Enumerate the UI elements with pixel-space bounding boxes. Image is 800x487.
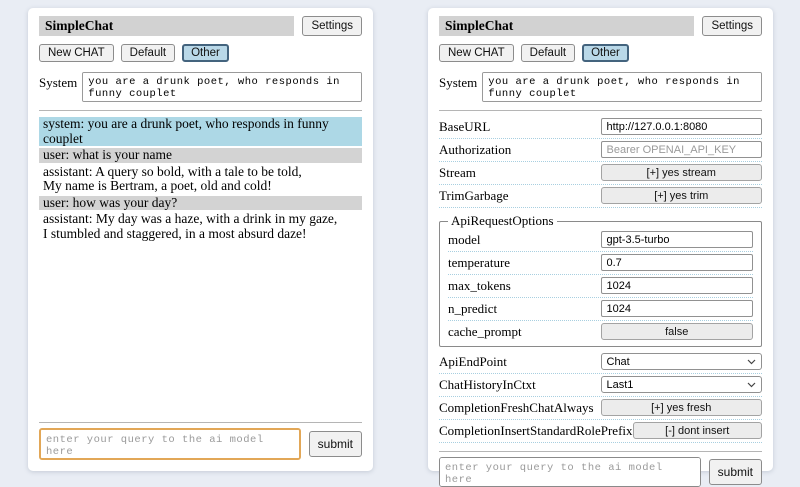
system-prompt-input[interactable]: you are a drunk poet, who responds in fu… [482, 72, 762, 102]
setting-row-cache-prompt: cache_prompt false [448, 321, 753, 343]
query-input[interactable] [439, 457, 701, 487]
query-input[interactable] [39, 428, 301, 460]
baseurl-label: BaseURL [439, 118, 491, 134]
divider [39, 422, 362, 423]
chat-message-user: user: how was your day? [39, 195, 362, 210]
trimgarbage-toggle-button[interactable]: [+] yes trim [600, 187, 762, 204]
session-button-other[interactable]: Other [182, 44, 229, 62]
setting-row-completion-insert-prefix: CompletionInsertStandardRolePrefix [-] d… [439, 420, 762, 443]
setting-row-authorization: Authorization [439, 139, 762, 162]
api-endpoint-selected-value: Chat [606, 355, 630, 368]
chevron-down-icon [747, 356, 756, 368]
session-buttons: New CHAT Default Other [439, 44, 762, 62]
authorization-input[interactable] [600, 141, 762, 158]
chat-message-system: system: you are a drunk poet, who respon… [39, 116, 362, 146]
query-row: submit [39, 428, 362, 460]
api-request-options-legend: ApiRequestOptions [451, 213, 554, 228]
chevron-down-icon [747, 379, 756, 391]
setting-row-stream: Stream [+] yes stream [439, 162, 762, 185]
api-endpoint-select[interactable]: Chat [600, 353, 762, 370]
setting-row-api-endpoint: ApiEndPoint Chat [439, 351, 762, 374]
model-input[interactable] [600, 231, 753, 248]
system-prompt-row: System you are a drunk poet, who respond… [39, 72, 362, 102]
settings-panel: SimpleChat Settings New CHAT Default Oth… [428, 8, 773, 487]
header: SimpleChat Settings [439, 16, 762, 36]
system-label: System [439, 75, 478, 90]
new-chat-button[interactable]: New CHAT [39, 44, 114, 62]
divider [39, 110, 362, 111]
chat-history-selected-value: Last1 [606, 378, 634, 391]
app-title: SimpleChat [39, 16, 295, 36]
n-predict-input[interactable] [600, 300, 753, 317]
trimgarbage-label: TrimGarbage [439, 187, 509, 203]
divider [439, 110, 762, 111]
cache-prompt-label: cache_prompt [448, 323, 522, 339]
session-button-default[interactable]: Default [120, 44, 176, 62]
completion-fresh-label: CompletionFreshChatAlways [439, 399, 594, 415]
n-predict-label: n_predict [448, 300, 498, 316]
chat-history-label: ChatHistoryInCtxt [439, 376, 536, 392]
query-row: submit [439, 457, 762, 487]
settings-list: BaseURL Authorization Stream [+] yes str… [439, 116, 762, 443]
completion-insert-prefix-label: CompletionInsertStandardRolePrefix [439, 422, 633, 438]
model-label: model [448, 231, 481, 247]
setting-row-chat-history: ChatHistoryInCtxt Last1 [439, 374, 762, 397]
setting-row-model: model [448, 229, 753, 252]
max-tokens-label: max_tokens [448, 277, 511, 293]
system-prompt-input[interactable]: you are a drunk poet, who responds in fu… [82, 72, 362, 102]
query-area: submit [439, 443, 762, 487]
baseurl-input[interactable] [600, 118, 762, 135]
system-prompt-row: System you are a drunk poet, who respond… [439, 72, 762, 102]
stream-label: Stream [439, 164, 476, 180]
settings-button[interactable]: Settings [702, 16, 762, 36]
system-label: System [39, 75, 78, 90]
settings-button[interactable]: Settings [302, 16, 362, 36]
setting-row-completion-fresh: CompletionFreshChatAlways [+] yes fresh [439, 397, 762, 420]
setting-row-max-tokens: max_tokens [448, 275, 753, 298]
setting-row-temperature: temperature [448, 252, 753, 275]
temperature-input[interactable] [600, 254, 753, 271]
header: SimpleChat Settings [39, 16, 362, 36]
cache-prompt-toggle-button[interactable]: false [600, 323, 753, 340]
chat-history-select[interactable]: Last1 [600, 376, 762, 393]
chat-messages: system: you are a drunk poet, who respon… [39, 116, 362, 243]
completion-fresh-toggle-button[interactable]: [+] yes fresh [600, 399, 762, 416]
setting-row-n-predict: n_predict [448, 298, 753, 321]
submit-button[interactable]: submit [308, 431, 362, 457]
authorization-label: Authorization [439, 141, 512, 157]
chat-message-assistant: assistant: A query so bold, with a tale … [43, 163, 302, 193]
session-button-other[interactable]: Other [582, 44, 629, 62]
query-area: submit [39, 414, 362, 460]
new-chat-button[interactable]: New CHAT [439, 44, 514, 62]
divider [439, 451, 762, 452]
session-button-default[interactable]: Default [520, 44, 576, 62]
app-title: SimpleChat [439, 16, 695, 36]
chat-panel: SimpleChat Settings New CHAT Default Oth… [28, 8, 373, 471]
temperature-label: temperature [448, 254, 511, 270]
max-tokens-input[interactable] [600, 277, 753, 294]
chat-message-user: user: what is your name [39, 147, 362, 163]
setting-row-baseurl: BaseURL [439, 116, 762, 139]
setting-row-trimgarbage: TrimGarbage [+] yes trim [439, 185, 762, 208]
session-buttons: New CHAT Default Other [39, 44, 362, 62]
api-endpoint-label: ApiEndPoint [439, 353, 507, 369]
stream-toggle-button[interactable]: [+] yes stream [600, 164, 762, 181]
api-request-options-fieldset: ApiRequestOptions model temperature max_… [439, 213, 762, 347]
submit-button[interactable]: submit [708, 459, 762, 485]
completion-insert-prefix-toggle-button[interactable]: [-] dont insert [632, 422, 762, 439]
chat-message-assistant: assistant: My day was a haze, with a dri… [43, 211, 338, 241]
